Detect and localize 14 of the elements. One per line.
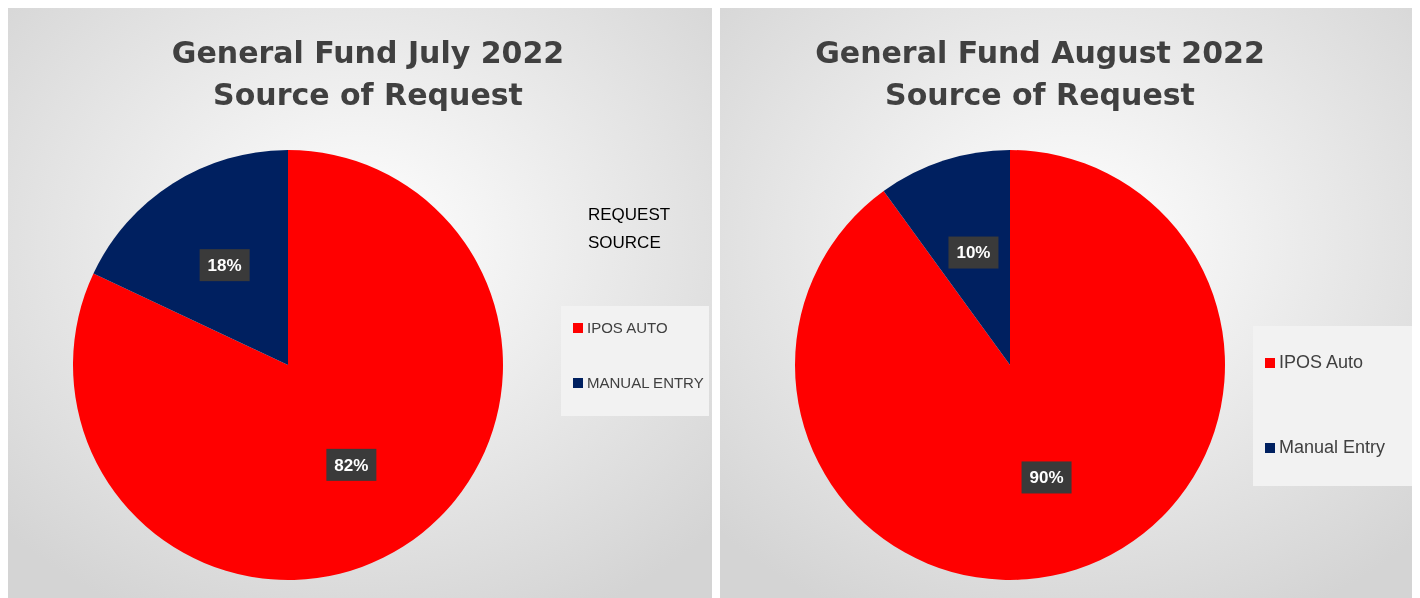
legend-label: Manual Entry	[1279, 437, 1386, 457]
pie-slice	[93, 150, 288, 365]
pie-slice	[73, 150, 503, 580]
legend-label: MANUAL ENTRY	[587, 374, 704, 391]
legend-label: IPOS AUTO	[587, 319, 668, 336]
legend-label: IPOS Auto	[1279, 352, 1364, 372]
data-label: 18%	[207, 256, 242, 276]
legend-title: REQUEST SOURCE	[588, 205, 671, 252]
pie-slice	[795, 150, 1225, 580]
chart-title: General Fund August 2022 Source of Request	[815, 35, 1265, 112]
data-label: 82%	[334, 455, 369, 475]
data-label: 10%	[956, 243, 991, 263]
chart-title: General Fund July 2022 Source of Request	[171, 35, 565, 112]
data-label: 90%	[1029, 468, 1064, 488]
